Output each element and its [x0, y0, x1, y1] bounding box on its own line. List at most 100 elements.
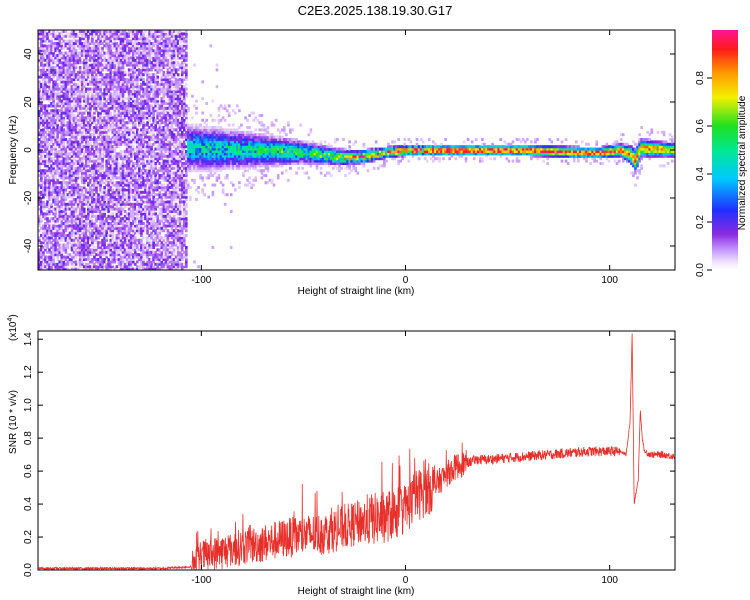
heatmap-cell [150, 265, 153, 269]
heatmap-cell [44, 116, 47, 120]
heatmap-cell [89, 219, 92, 223]
heatmap-cell [160, 56, 164, 60]
heatmap-cell [52, 248, 55, 252]
heatmap-cell [129, 128, 133, 132]
heatmap-cell [38, 186, 41, 189]
heatmap-cell [76, 51, 80, 55]
heatmap-cell [119, 210, 123, 213]
heatmap-cell [56, 85, 60, 89]
heatmap-cell [150, 246, 153, 249]
heatmap-cell [123, 262, 127, 266]
heatmap-cell [70, 130, 74, 134]
heatmap-cell [50, 128, 53, 132]
heatmap-cell [93, 58, 96, 62]
heatmap-cell [48, 207, 51, 211]
heatmap-cell [133, 70, 137, 74]
heatmap-cell [44, 193, 47, 197]
heatmap-cell [95, 183, 98, 187]
heatmap-cell [40, 46, 43, 50]
heatmap-cell [44, 255, 47, 259]
heatmap-cell [115, 181, 119, 185]
heatmap-cell [87, 171, 90, 175]
heatmap-cell [152, 150, 155, 153]
heatmap-cell [82, 214, 86, 218]
heatmap-cell [138, 150, 141, 153]
heatmap-cell [129, 102, 133, 105]
heatmap-cell [119, 118, 123, 122]
heatmap-cell [136, 253, 139, 257]
heatmap-cell [123, 109, 127, 113]
heatmap-cell [148, 99, 151, 103]
heatmap-cell [48, 58, 51, 62]
heatmap-cell [72, 85, 76, 89]
heatmap-cell [99, 243, 102, 247]
heatmap-cell [115, 114, 119, 117]
heatmap-cell [158, 195, 162, 199]
heatmap-cell [89, 58, 92, 62]
heatmap-cell [52, 116, 55, 120]
heatmap-cell [146, 109, 149, 113]
heatmap-cell [136, 104, 139, 108]
heatmap-cell [131, 73, 135, 77]
heatmap-cell [140, 150, 143, 153]
heatmap-cell [50, 87, 53, 91]
heatmap-cell [115, 212, 119, 216]
heatmap-cell [113, 253, 117, 257]
heatmap-cell [95, 97, 98, 101]
heatmap-cell [89, 138, 92, 141]
heatmap-cell [138, 54, 141, 57]
heatmap-cell [70, 262, 74, 266]
heatmap-cell [148, 61, 151, 65]
heatmap-cell [148, 238, 151, 242]
heatmap-cell [91, 164, 94, 168]
heatmap-cell [109, 212, 113, 216]
heatmap-cell [119, 140, 123, 144]
heatmap-cell [125, 248, 129, 252]
heatmap-cell [129, 116, 133, 120]
heatmap-cell [64, 39, 68, 43]
heatmap-cell [148, 200, 151, 204]
heatmap-cell [127, 102, 131, 105]
heatmap-cell [115, 78, 119, 81]
heatmap-cell [148, 138, 151, 141]
heatmap-cell [42, 190, 45, 194]
heatmap-cell [54, 202, 57, 206]
heatmap-cell [109, 102, 113, 105]
heatmap-cell [144, 87, 147, 91]
heatmap-cell [80, 111, 84, 115]
heatmap-cell [76, 97, 80, 101]
heatmap-cell [140, 39, 143, 43]
heatmap-cell [52, 111, 55, 115]
heatmap-cell [80, 210, 84, 213]
heatmap-cell [138, 186, 141, 189]
heatmap-cell [133, 212, 137, 216]
heatmap-cell [72, 243, 76, 247]
heatmap-cell [74, 267, 78, 270]
heatmap-cell [46, 255, 49, 259]
heatmap-cell [56, 34, 60, 38]
heatmap-cell [119, 87, 123, 91]
heatmap-cell [119, 121, 123, 125]
heatmap-cell [48, 46, 51, 50]
heatmap-cell [87, 34, 90, 38]
heatmap-cell [64, 246, 68, 249]
heatmap-cell [87, 236, 90, 240]
heatmap-cell [154, 224, 158, 228]
heatmap-cell [78, 195, 82, 199]
heatmap-cell [119, 114, 123, 117]
heatmap-cell [70, 90, 74, 93]
heatmap-cell [95, 195, 98, 199]
heatmap-cell [125, 51, 129, 55]
heatmap-cell [136, 142, 139, 146]
heatmap-cell [150, 126, 153, 129]
heatmap-cell [80, 46, 84, 50]
heatmap-cell [76, 162, 80, 165]
heatmap-cell [50, 78, 53, 81]
heatmap-cell [160, 92, 164, 96]
heatmap-cell [70, 94, 74, 98]
heatmap-cell [146, 202, 149, 206]
heatmap-cell [121, 39, 125, 43]
heatmap-cell [46, 152, 49, 156]
heatmap-cell [66, 169, 70, 173]
heatmap-cell [99, 63, 102, 67]
